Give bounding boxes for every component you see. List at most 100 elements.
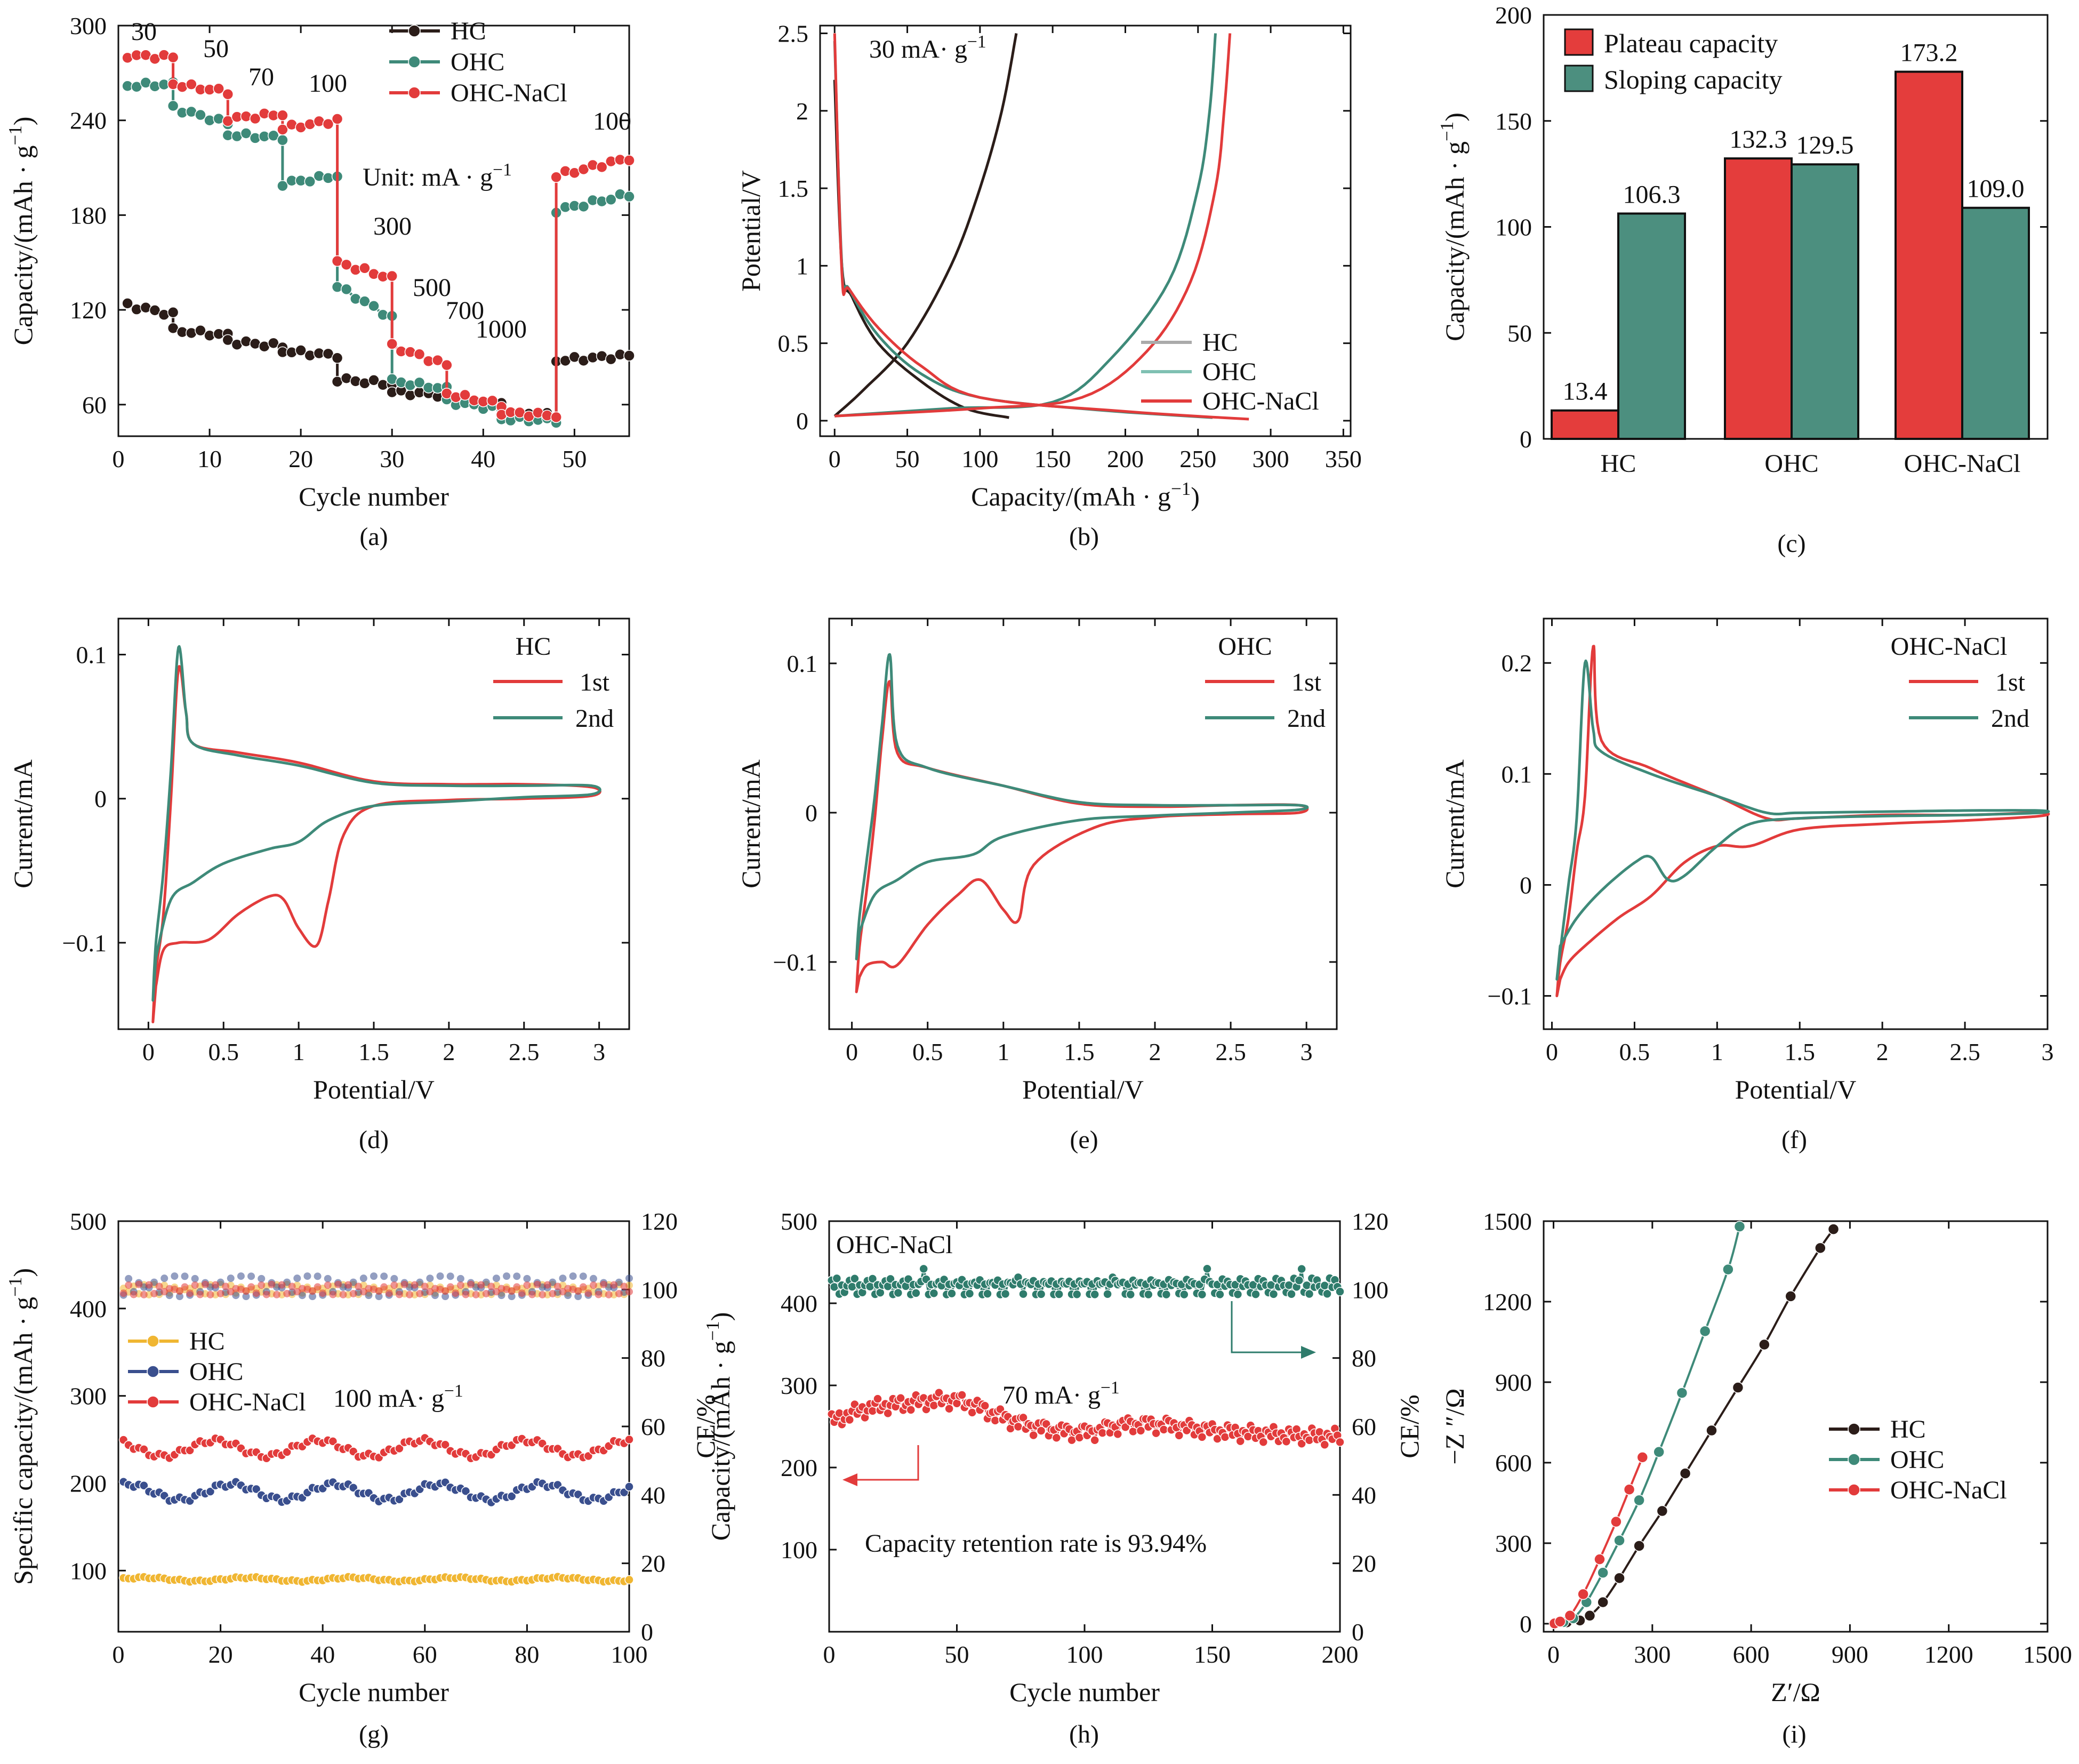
y-axis-label: −Z ″/Ω bbox=[1440, 1388, 1470, 1464]
ce-point bbox=[1103, 1289, 1112, 1299]
legend-entry-HC-label: HC bbox=[1202, 328, 1238, 357]
legend-entry-OHC-NaCl-label: OHC-NaCl bbox=[1890, 1476, 2007, 1504]
capacity-point bbox=[957, 1390, 967, 1400]
x-tick-label: 60 bbox=[413, 1641, 437, 1668]
capacity-point bbox=[1120, 1422, 1130, 1432]
ce-point-OHC-NaCl bbox=[595, 1290, 603, 1298]
panel-c: 0 50 100 150 200 Capacity/(mAh · g−1) HC 13.4 10… bbox=[1436, 2, 2049, 478]
y2-tick-label: 80 bbox=[1352, 1345, 1376, 1372]
panel-label-f: (f) bbox=[1781, 1126, 1807, 1154]
data-point-OHC-NaCl bbox=[167, 51, 179, 63]
ce-point-OHC bbox=[579, 1272, 587, 1280]
ce-point-OHC-NaCl bbox=[140, 1290, 148, 1298]
legend-entry-label: Sloping capacity bbox=[1604, 65, 1783, 94]
ce-point-OHC bbox=[625, 1274, 633, 1282]
capacity-point bbox=[873, 1394, 882, 1404]
ce-point-OHC bbox=[508, 1293, 516, 1301]
x-axis-label: Potential/V bbox=[1735, 1075, 1857, 1104]
nyquist-point-HC bbox=[1597, 1596, 1609, 1608]
nyquist-point-HC bbox=[1785, 1290, 1796, 1302]
ce-point-OHC-NaCl bbox=[620, 1282, 628, 1290]
data-point-OHC-NaCl bbox=[277, 124, 288, 135]
ce-point-OHC-NaCl bbox=[175, 1287, 183, 1295]
x-tick-label: 10 bbox=[197, 445, 222, 472]
data-point-OHC-NaCl bbox=[331, 113, 343, 125]
plot-frame bbox=[1543, 1220, 2049, 1633]
ce-point-OHC-NaCl bbox=[355, 1282, 363, 1290]
data-point-OHC bbox=[340, 283, 352, 295]
annotation-current-density: 30 mA· g−1 bbox=[869, 32, 986, 63]
y-tick-label: 1.5 bbox=[778, 175, 809, 202]
plot-frame bbox=[819, 25, 1352, 437]
data-point-HC bbox=[268, 337, 279, 349]
data-point-OHC-NaCl bbox=[322, 118, 334, 130]
y2-tick-label: 120 bbox=[641, 1208, 678, 1235]
data-point-OHC-NaCl bbox=[486, 395, 499, 407]
y-tick-label: 300 bbox=[1495, 1530, 1532, 1557]
capacity-point bbox=[1051, 1433, 1062, 1442]
capacity-point bbox=[934, 1388, 944, 1398]
ce-point-OHC-NaCl bbox=[309, 1287, 317, 1295]
bar-sloping-capacity bbox=[1617, 212, 1686, 440]
x-tick-label: 2.5 bbox=[1215, 1038, 1246, 1065]
x-tick-label: 300 bbox=[1634, 1641, 1671, 1668]
x-tick-label: 200 bbox=[1322, 1641, 1359, 1668]
nyquist-point-OHC-NaCl bbox=[1577, 1588, 1589, 1600]
capacity-point bbox=[845, 1415, 855, 1425]
bar-plateau-capacity bbox=[1895, 70, 1963, 440]
data-point-OHC bbox=[268, 130, 279, 142]
x-tick-label: 1200 bbox=[1924, 1641, 1973, 1668]
capacity-point bbox=[1097, 1428, 1107, 1438]
y-tick-label: 300 bbox=[70, 12, 107, 39]
data-point-OHC bbox=[195, 109, 206, 121]
x-axis-label: Capacity/(mAh · g−1) bbox=[971, 478, 1200, 511]
y-tick-label: 0.5 bbox=[778, 330, 809, 357]
capacity-point-OHC-NaCl bbox=[328, 1437, 338, 1446]
capacity-point bbox=[1335, 1437, 1345, 1447]
ce-point-OHC-NaCl bbox=[528, 1290, 536, 1298]
y-tick-label: 900 bbox=[1495, 1369, 1532, 1396]
x-tick-label: 0 bbox=[846, 1038, 858, 1065]
x-tick-label: 50 bbox=[895, 445, 920, 472]
ce-point-OHC-NaCl bbox=[467, 1280, 475, 1288]
ce-point bbox=[1072, 1289, 1082, 1299]
nyquist-point-HC bbox=[1759, 1338, 1770, 1351]
x-axis-label: Cycle number bbox=[299, 1677, 449, 1707]
y-tick-label: 400 bbox=[781, 1290, 817, 1317]
y-axis-label: Capacity/(mAh · g−1) bbox=[702, 1312, 735, 1541]
nyquist-point-OHC-NaCl bbox=[1636, 1452, 1649, 1463]
charge-curve-OHC-NaCl bbox=[834, 33, 1232, 418]
legend-swatch bbox=[1564, 28, 1594, 56]
legend-entry-OHC-label: OHC bbox=[1890, 1446, 1944, 1474]
y2-axis-label: CE/% bbox=[1394, 1394, 1424, 1458]
ce-point-OHC bbox=[503, 1272, 511, 1280]
nyquist-line-OHC-NaCl bbox=[1554, 1457, 1644, 1625]
capacity-point-OHC bbox=[139, 1480, 149, 1490]
series-line-OHC bbox=[127, 81, 630, 424]
y-tick-label: 600 bbox=[1495, 1449, 1532, 1477]
bar-value-label: 106.3 bbox=[1623, 180, 1681, 209]
data-point-OHC bbox=[577, 201, 590, 213]
x-tick-label: 0 bbox=[829, 445, 841, 472]
capacity-point bbox=[967, 1408, 977, 1417]
x-tick-label: 40 bbox=[471, 445, 495, 472]
ce-point-OHC-NaCl bbox=[549, 1289, 557, 1297]
ce-point-OHC-NaCl bbox=[314, 1283, 322, 1291]
legend-entry-HC-marker bbox=[147, 1335, 159, 1348]
x-tick-label: 20 bbox=[288, 445, 313, 472]
nyquist-point-OHC bbox=[1633, 1494, 1645, 1506]
legend-entry-OHC-NaCl-label: OHC-NaCl bbox=[451, 79, 567, 107]
capacity-point bbox=[1090, 1435, 1099, 1445]
y-tick-label: 200 bbox=[1495, 2, 1532, 29]
annotation: 700 bbox=[446, 296, 484, 325]
ce-point bbox=[1335, 1287, 1345, 1296]
ce-point-OHC-NaCl bbox=[406, 1290, 414, 1298]
ce-point-OHC-NaCl bbox=[201, 1280, 209, 1288]
data-point-OHC bbox=[368, 300, 380, 312]
plot-frame bbox=[117, 25, 630, 437]
y2-tick-label: 20 bbox=[641, 1550, 665, 1577]
ce-point bbox=[1179, 1289, 1189, 1300]
x-tick-label: 3 bbox=[2042, 1038, 2054, 1065]
data-point-HC bbox=[623, 350, 635, 362]
